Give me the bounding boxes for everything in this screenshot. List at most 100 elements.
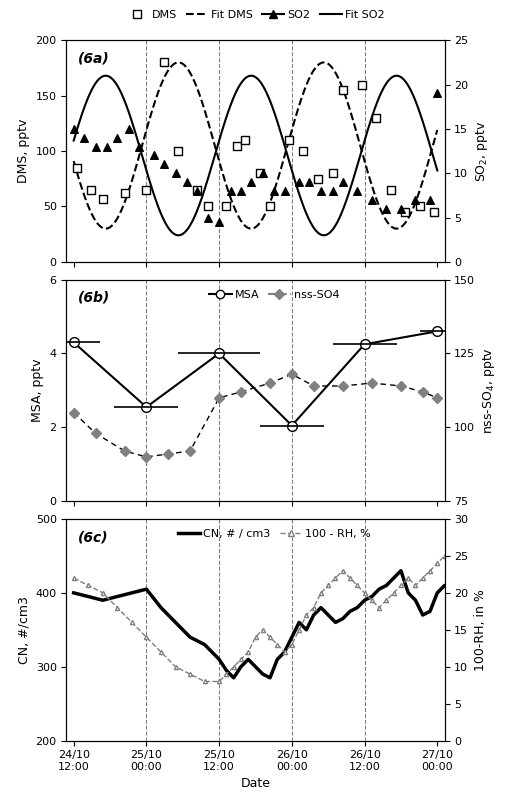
MSA [289, 421, 295, 431]
DMS [358, 78, 366, 91]
Text: (6b): (6b) [78, 291, 110, 304]
CN, # / cm3 [223, 666, 229, 675]
DMS [222, 200, 230, 213]
Fit SO2 [247, 71, 253, 80]
DMS [416, 200, 424, 213]
MSA [144, 402, 150, 412]
DMS [256, 167, 264, 180]
MSA [434, 327, 440, 336]
SO2 [160, 158, 168, 171]
nss-SO4 [434, 393, 440, 402]
Line: MSA: MSA [69, 327, 442, 431]
nss-SO4 [165, 449, 171, 459]
nss-SO4 [144, 452, 150, 462]
Y-axis label: MSA, pptv: MSA, pptv [31, 359, 44, 422]
nss-SO4 [187, 446, 193, 456]
X-axis label: Date: Date [241, 778, 270, 791]
SO2 [91, 140, 100, 153]
MSA [361, 340, 367, 349]
nss-SO4 [216, 393, 222, 402]
100 - RH, % [507, 529, 511, 539]
DMS [285, 134, 293, 147]
CN, # / cm3 [500, 610, 506, 620]
100 - RH, % [267, 633, 273, 642]
SO2 [103, 140, 111, 153]
SO2 [305, 175, 313, 188]
SO2 [183, 175, 191, 188]
DMS [174, 145, 182, 158]
DMS [73, 161, 81, 174]
CN, # / cm3 [260, 669, 266, 679]
100 - RH, % [500, 543, 506, 553]
100 - RH, % [412, 580, 419, 590]
SO2 [433, 87, 442, 100]
Fit SO2 [71, 136, 77, 146]
SO2 [80, 131, 88, 144]
Text: (6c): (6c) [78, 530, 108, 544]
Fit DMS [71, 156, 77, 166]
100 - RH, % [71, 573, 77, 583]
Fit SO2 [176, 230, 182, 240]
Fit DMS [176, 58, 182, 68]
nss-SO4 [289, 369, 295, 379]
SO2 [247, 175, 255, 188]
DMS [143, 184, 151, 196]
SO2 [171, 167, 179, 180]
nss-SO4 [369, 378, 375, 388]
Fit DMS [269, 192, 275, 202]
CN, # / cm3 [507, 606, 511, 616]
CN, # / cm3 [267, 673, 273, 683]
100 - RH, % [230, 662, 237, 671]
100 - RH, % [201, 677, 207, 687]
SO2 [295, 175, 303, 188]
Text: (6a): (6a) [78, 52, 109, 65]
nss-SO4 [92, 428, 99, 438]
SO2 [411, 193, 420, 206]
100 - RH, % [390, 588, 397, 597]
DMS [329, 167, 337, 180]
Y-axis label: SO$_2$, pptv: SO$_2$, pptv [474, 120, 490, 182]
DMS [299, 145, 308, 158]
Fit SO2 [103, 71, 109, 80]
Y-axis label: DMS, pptv: DMS, pptv [17, 119, 30, 184]
Line: 100 - RH, %: 100 - RH, % [72, 531, 511, 683]
Line: CN, # / cm3: CN, # / cm3 [74, 571, 510, 678]
nss-SO4 [238, 387, 244, 397]
Y-axis label: 100-RH, in %: 100-RH, in % [474, 588, 487, 671]
DMS [193, 184, 201, 196]
SO2 [203, 211, 212, 224]
nss-SO4 [122, 446, 128, 456]
SO2 [227, 184, 235, 197]
SO2 [270, 184, 278, 197]
SO2 [281, 184, 289, 197]
SO2 [426, 193, 434, 206]
CN, # / cm3 [390, 573, 397, 583]
MSA [71, 337, 77, 347]
Line: Fit SO2: Fit SO2 [74, 76, 437, 235]
Fit DMS [103, 224, 109, 233]
Fit SO2 [269, 101, 275, 110]
DMS [339, 84, 347, 97]
SO2 [339, 175, 347, 188]
Y-axis label: nss-SO$_4$, pptv: nss-SO$_4$, pptv [481, 347, 497, 434]
Fit SO2 [245, 72, 251, 81]
DMS [99, 192, 107, 205]
100 - RH, % [260, 625, 266, 634]
DMS [266, 200, 274, 213]
SO2 [259, 167, 267, 180]
Line: nss-SO4: nss-SO4 [70, 370, 441, 460]
DMS [121, 187, 129, 200]
SO2 [215, 216, 223, 229]
DMS [372, 111, 380, 124]
nss-SO4 [398, 381, 404, 390]
Y-axis label: CN, #/cm3: CN, #/cm3 [17, 596, 30, 664]
SO2 [368, 193, 376, 206]
CN, # / cm3 [71, 588, 77, 597]
DMS [387, 184, 395, 196]
DMS [203, 200, 212, 213]
nss-SO4 [71, 408, 77, 418]
SO2 [193, 184, 201, 197]
SO2 [237, 184, 245, 197]
Legend: MSA, nss-SO4: MSA, nss-SO4 [205, 285, 344, 304]
DMS [401, 205, 409, 218]
